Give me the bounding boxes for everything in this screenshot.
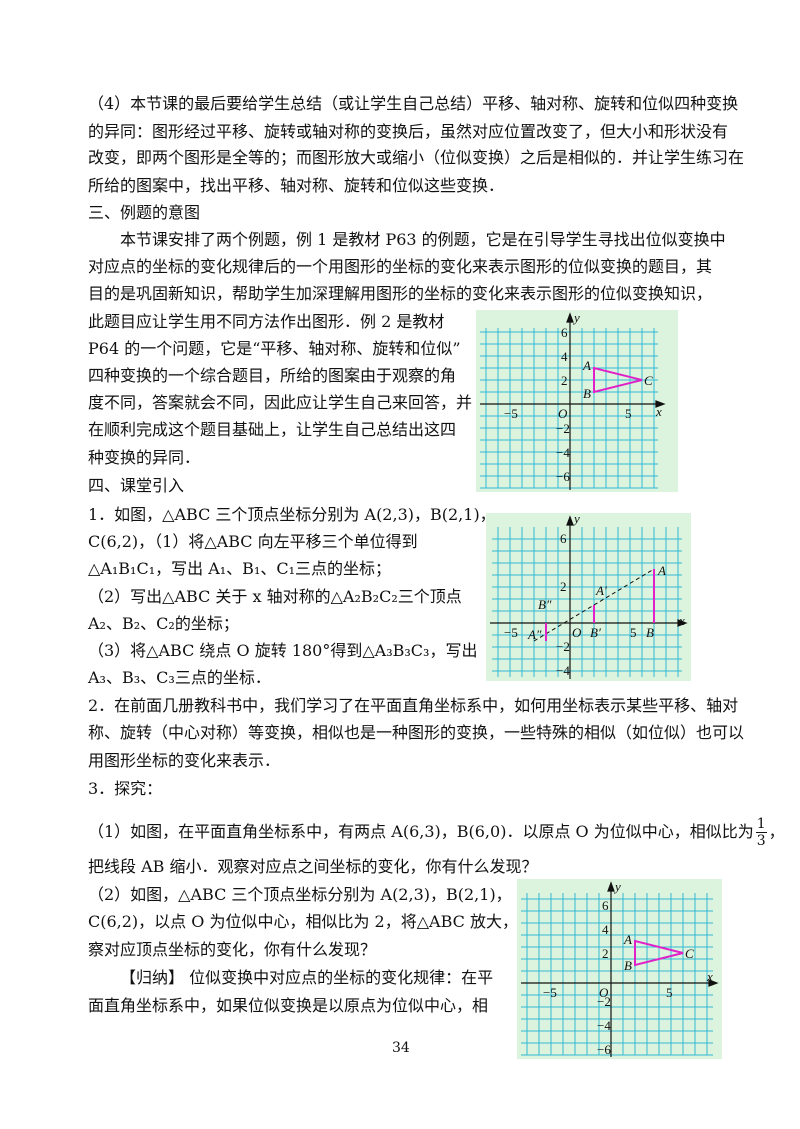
- point-a-prime-label: A′: [595, 583, 607, 598]
- section-3-heading: 三、例题的意图: [88, 203, 201, 222]
- grid-lines: [480, 328, 658, 489]
- q3-heading: 3．探究：: [88, 779, 163, 798]
- tick-label-y6: 6: [560, 531, 567, 546]
- sec3-line-5: P64 的一个问题，它是“平移、轴对称、旋转和位似”: [88, 339, 461, 358]
- point-c-label: C: [644, 373, 653, 388]
- tick-label-ym4: −4: [597, 1018, 611, 1033]
- point-a-double-prime-label: A″: [527, 627, 542, 642]
- tick-label-ym6: −6: [556, 469, 570, 484]
- summary-line-2: 面直角坐标系中，如果位似变换是以原点为位似中心，相: [88, 996, 489, 1015]
- para4-line-2: 的异同：图形经过平移、旋转或轴对称的变换后，虽然对应位置改变了，但大小和形状没有: [88, 122, 729, 141]
- tick-label-minus-5: −5: [504, 625, 518, 640]
- axis-y-label: y: [572, 513, 580, 526]
- point-a-label: A: [657, 563, 666, 578]
- origin-label: O: [599, 985, 609, 1000]
- tick-label-ym2: −2: [556, 639, 570, 654]
- point-b-double-prime-label: B″: [538, 597, 552, 612]
- tick-label-y2: 2: [602, 946, 609, 961]
- sec3-line-7: 度不同，答案就会不同，因此应让学生自己来回答，并: [88, 393, 473, 412]
- tick-label-y6: 6: [602, 898, 609, 913]
- figure-transform-2: x y O 5 −5 6 2 −2 −4 A B A′ B′ A″ B″: [486, 513, 691, 681]
- axis-x-label: x: [706, 969, 713, 984]
- figure-triangle-1: x y O 5 −5 6 4 2 −2 −4 −6 A B C: [476, 310, 678, 492]
- section-4-heading: 四、课堂引入: [88, 476, 185, 495]
- q2-line-3: 用图形坐标的变化来表示．: [88, 751, 281, 770]
- tick-label-y2: 2: [560, 579, 567, 594]
- q1-line-1: 1．如图，△ABC 三个顶点坐标分别为 A(2,3)，B(2,1)，: [88, 505, 496, 524]
- q1-line-7: A₃、B₃、C₃三点的坐标．: [88, 668, 271, 687]
- origin-label: O: [558, 406, 568, 421]
- q1-line-3: △A₁B₁C₁，写出 A₁、B₁、C₁三点的坐标；: [88, 559, 392, 578]
- q1-line-5: A₂、B₂、C₂的坐标；: [88, 614, 239, 633]
- q1-line-6: （3）将△ABC 绕点 O 旋转 180°得到△A₃B₃C₃，写出: [88, 641, 478, 660]
- tick-label-5: 5: [630, 625, 637, 640]
- q2-line-2: 称、旋转（中心对称）等变换，相似也是一种图形的变换，一些特殊的相似（如位似）也可…: [88, 723, 745, 742]
- sec3-line-8: 在顺利完成这个题目基础上，让学生自己总结出这四: [88, 420, 457, 439]
- axis-y-label: y: [613, 879, 621, 894]
- origin-label: O: [572, 625, 582, 640]
- tick-label-5: 5: [666, 985, 673, 1000]
- tick-label-y2: 2: [561, 373, 568, 388]
- tick-label-ym6: −6: [597, 1042, 611, 1057]
- para4-line-3: 改变，即两个图形是全等的；而图形放大或缩小（位似变换）之后是相似的．并让学生练习…: [88, 148, 745, 167]
- sec3-line-2: 对应点的坐标的变化规律后的一个用图形的坐标的变化来表示图形的位似变换的题目，其: [88, 257, 713, 276]
- q3-line-4: C(6,2)，以点 O 为位似中心，相似比为 2，将△ABC 放大，观: [88, 912, 534, 931]
- point-b-label: B: [624, 958, 632, 973]
- page-number: 34: [392, 1040, 410, 1056]
- point-b-label: B: [646, 625, 654, 640]
- dashed-segment: [533, 568, 655, 642]
- axis-x-label: x: [655, 404, 662, 419]
- point-b-label: B: [583, 386, 591, 401]
- q3-line-5: 察对应顶点坐标的变化，你有什么发现？: [88, 940, 377, 959]
- sec3-line-1: 本节课安排了两个例题，例 1 是教材 P63 的例题，它是在引导学生寻找出位似变…: [120, 230, 726, 249]
- tick-label-5: 5: [625, 406, 632, 421]
- para4-line-1: （4）本节课的最后要给学生总结（或让学生自己总结）平移、轴对称、旋转和位似四种变…: [88, 94, 739, 113]
- tick-label-ym4: −4: [556, 663, 570, 678]
- tick-label-y4: 4: [561, 349, 568, 364]
- sec3-line-6: 四种变换的一个综合题目，所给的图案由于观察的角: [88, 366, 457, 385]
- tick-label-minus-5: −5: [504, 406, 518, 421]
- figure-triangle-3: x y O 5 −5 6 4 2 −2 −4 −6 A B C: [517, 879, 722, 1059]
- triangle-abc: [634, 939, 684, 967]
- q3-line-2: 把线段 AB 缩小．观察对应点之间坐标的变化，你有什么发现？: [88, 857, 538, 876]
- triangle-abc: [593, 366, 643, 394]
- point-a-label: A: [623, 932, 632, 947]
- tick-label-ym4: −4: [556, 445, 570, 460]
- point-c-label: C: [685, 946, 694, 961]
- sec3-line-3: 目的是巩固新知识，帮助学生加深理解用图形的坐标的变化来表示图形的位似变换知识，: [88, 284, 713, 303]
- tick-label-y4: 4: [602, 922, 609, 937]
- sec3-line-4: 此题目应让学生用不同方法作出图形．例 2 是教材: [88, 312, 445, 331]
- q3-line-1: （1）如图，在平面直角坐标系中，有两点 A(6,3)，B(6,0)．以原点 O …: [88, 816, 785, 849]
- sec3-line-9: 种变换的异同．: [88, 448, 201, 467]
- summary-line-1: 【归纳】 位似变换中对应点的坐标的变化规律：在平: [120, 968, 494, 987]
- para4-line-4: 所给的图案中，找出平移、轴对称、旋转和位似这些变换．: [88, 176, 505, 195]
- q3-line-3: （2）如图，△ABC 三个顶点坐标分别为 A(2,3)，B(2,1)，: [88, 885, 512, 904]
- point-b-prime-label: B′: [590, 625, 601, 640]
- q2-line-1: 2．在前面几册教科书中，我们学习了在平面直角坐标系中，如何用坐标表示某些平移、轴…: [88, 696, 739, 715]
- axis-y-label: y: [572, 310, 580, 325]
- q1-line-4: （2）写出△ABC 关于 x 轴对称的△A₂B₂C₂三个顶点: [88, 587, 462, 606]
- tick-label-minus-5: −5: [543, 985, 557, 1000]
- axes: [480, 312, 666, 490]
- q1-line-2: C(6,2)，（1）将△ABC 向左平移三个单位得到: [88, 532, 418, 551]
- axis-x-label: x: [678, 613, 685, 628]
- tick-label-ym2: −2: [556, 421, 570, 436]
- tick-label-ym2: −2: [597, 994, 611, 1009]
- point-a-label: A: [582, 358, 591, 373]
- tick-label-y6: 6: [561, 325, 568, 340]
